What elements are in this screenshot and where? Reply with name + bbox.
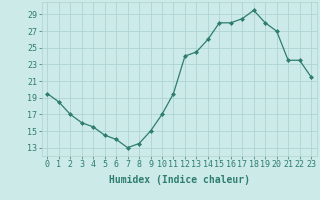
X-axis label: Humidex (Indice chaleur): Humidex (Indice chaleur) xyxy=(109,175,250,185)
